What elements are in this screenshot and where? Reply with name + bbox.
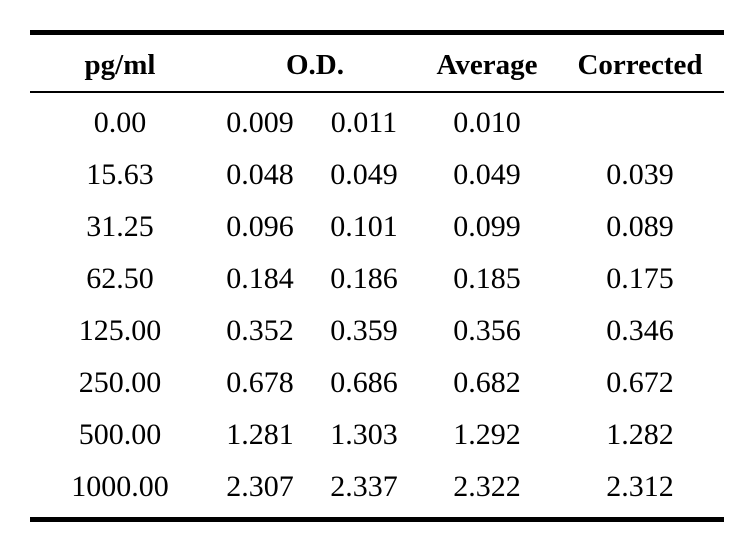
cell-od-2: 2.337 (330, 470, 398, 503)
cell-corrected: 0.089 (606, 210, 674, 243)
table-row: 250.00 0.678 0.686 0.682 0.672 (30, 357, 724, 409)
table-row: 15.63 0.048 0.049 0.049 0.039 (30, 149, 724, 201)
table-row: 500.00 1.281 1.303 1.292 1.282 (30, 409, 724, 461)
cell-corrected: 0.346 (606, 314, 674, 347)
cell-corrected: 1.282 (606, 418, 674, 451)
cell-od-2: 0.011 (330, 106, 398, 139)
table-body: 0.00 0.009 0.011 0.010 15.63 0.048 0.049… (30, 93, 724, 513)
cell-pg-ml: 15.63 (86, 158, 154, 191)
cell-od-2: 0.186 (330, 262, 398, 295)
cell-od-2: 0.049 (330, 158, 398, 191)
cell-od-2: 1.303 (330, 418, 398, 451)
cell-pg-ml: 62.50 (86, 262, 154, 295)
cell-average: 0.049 (453, 158, 521, 191)
cell-pg-ml: 0.00 (93, 106, 147, 139)
cell-average: 2.322 (453, 470, 521, 503)
cell-od-1: 1.281 (226, 418, 294, 451)
header-pg-ml: pg/ml (84, 48, 156, 81)
cell-od-1: 0.678 (226, 366, 294, 399)
cell-average: 0.185 (453, 262, 521, 295)
cell-od-1: 0.009 (226, 106, 294, 139)
table-header-rule (30, 91, 724, 93)
cell-corrected: 0.039 (606, 158, 674, 191)
cell-pg-ml: 500.00 (78, 418, 162, 451)
cell-corrected: 2.312 (606, 470, 674, 503)
table-top-rule (30, 30, 724, 35)
table-row: 62.50 0.184 0.186 0.185 0.175 (30, 253, 724, 305)
cell-od-2: 0.359 (330, 314, 398, 347)
cell-pg-ml: 31.25 (86, 210, 154, 243)
table-row: 0.00 0.009 0.011 0.010 (30, 97, 724, 149)
cell-average: 1.292 (453, 418, 521, 451)
cell-od-1: 0.352 (226, 314, 294, 347)
cell-corrected: 0.175 (606, 262, 674, 295)
cell-pg-ml: 1000.00 (71, 470, 169, 503)
cell-average: 0.010 (453, 106, 521, 139)
header-od: O.D. (286, 48, 344, 81)
table-row: 31.25 0.096 0.101 0.099 0.089 (30, 201, 724, 253)
table-row: 125.00 0.352 0.359 0.356 0.346 (30, 305, 724, 357)
cell-corrected: 0.672 (606, 366, 674, 399)
standard-curve-table: pg/ml O.D. Average Corrected 0.00 0.009 … (30, 30, 724, 522)
cell-corrected (568, 97, 712, 149)
cell-average: 0.356 (453, 314, 521, 347)
cell-od-1: 0.184 (226, 262, 294, 295)
cell-od-1: 2.307 (226, 470, 294, 503)
cell-average: 0.099 (453, 210, 521, 243)
cell-od-2: 0.686 (330, 366, 398, 399)
cell-pg-ml: 125.00 (78, 314, 162, 347)
table-bottom-rule (30, 517, 724, 522)
table-row: 1000.00 2.307 2.337 2.322 2.312 (30, 461, 724, 513)
table-header-row: pg/ml O.D. Average Corrected (30, 35, 724, 91)
cell-od-1: 0.048 (226, 158, 294, 191)
cell-pg-ml: 250.00 (78, 366, 162, 399)
cell-od-1: 0.096 (226, 210, 294, 243)
cell-average: 0.682 (453, 366, 521, 399)
header-corrected: Corrected (577, 48, 703, 81)
header-average: Average (436, 48, 538, 81)
cell-od-2: 0.101 (330, 210, 398, 243)
